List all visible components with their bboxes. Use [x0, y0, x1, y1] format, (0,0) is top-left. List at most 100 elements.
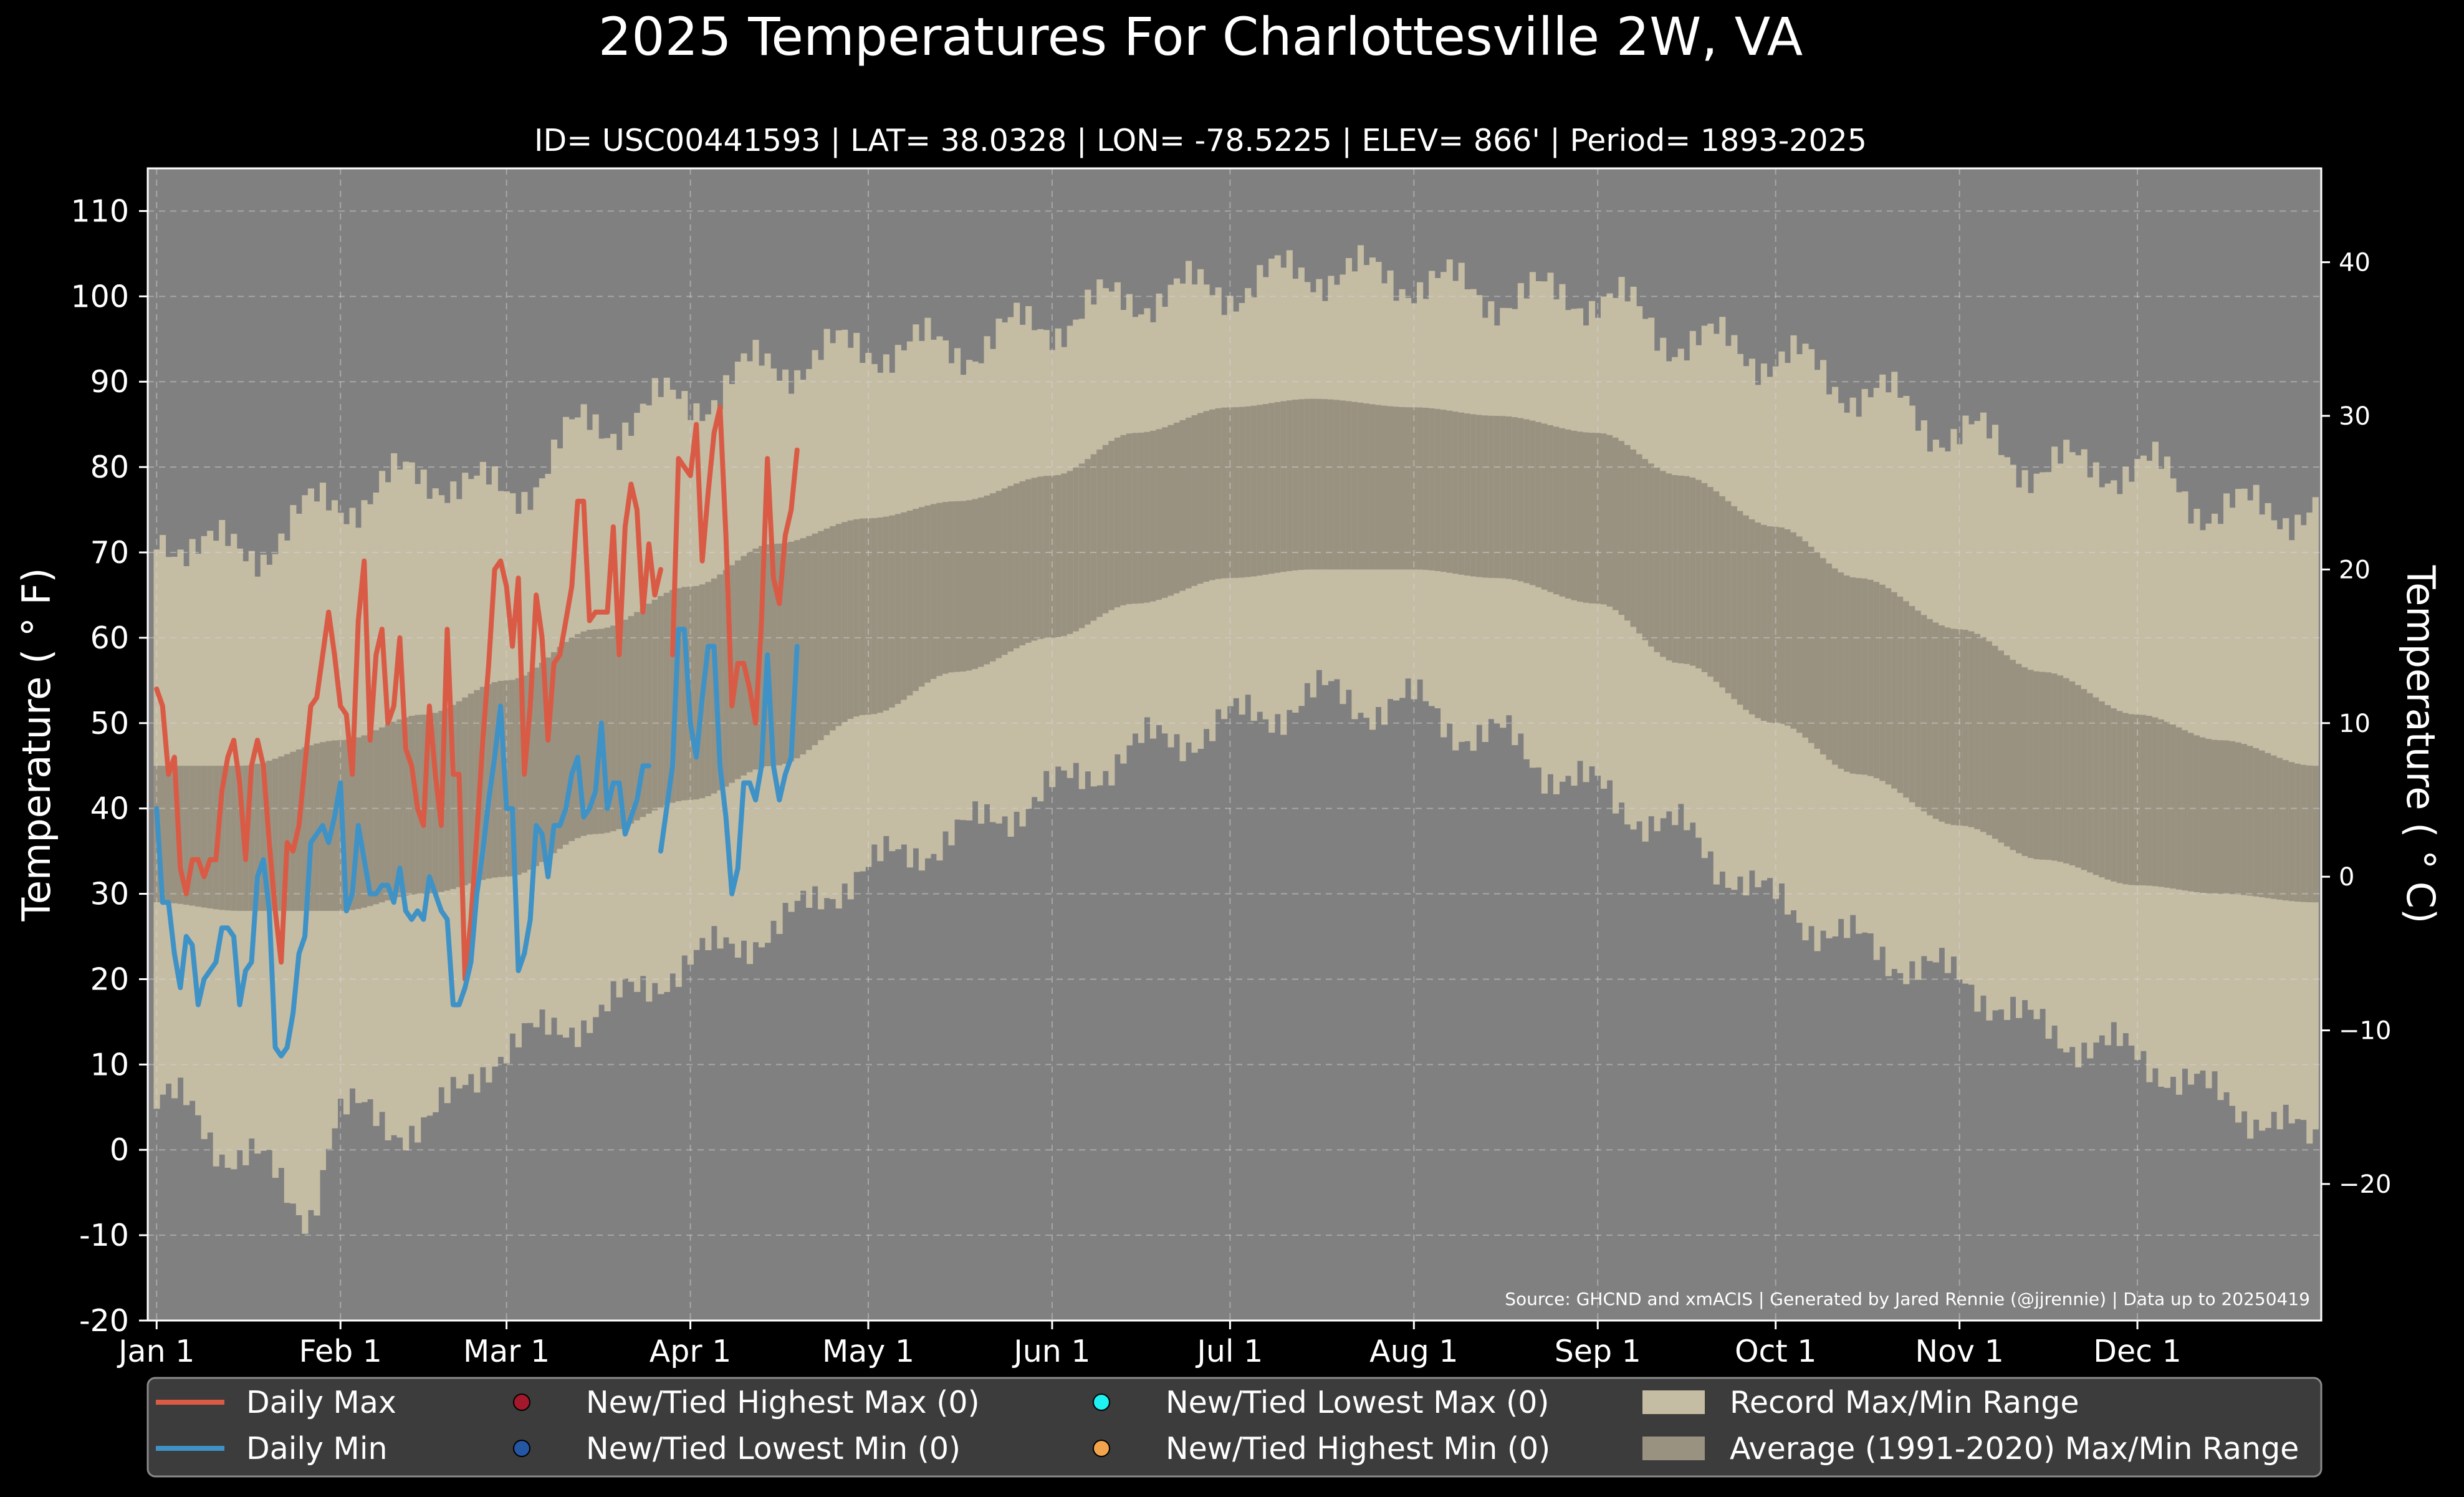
- normal-range-bar: [403, 717, 410, 896]
- normal-range-bar: [871, 517, 878, 715]
- normal-range-bar: [1257, 405, 1263, 576]
- normal-range-bar: [1405, 407, 1412, 570]
- normal-range-bar: [2016, 663, 2023, 854]
- normal-range-bar: [1838, 572, 1844, 769]
- normal-range-bar: [906, 510, 913, 696]
- normal-range-bar: [1007, 486, 1014, 652]
- normal-range-bar: [1654, 467, 1661, 652]
- normal-range-bar: [1772, 526, 1780, 723]
- legend-items: Daily Max Daily Min New/Tied Highest Max (…: [156, 1385, 2299, 1466]
- normal-range-bar: [1624, 445, 1631, 621]
- legend-swatch-dot: [513, 1394, 530, 1411]
- normal-range-bar: [2271, 755, 2278, 899]
- normal-range-bar: [1760, 524, 1768, 721]
- normal-range-bar: [1986, 641, 1993, 835]
- normal-range-bar: [1660, 471, 1667, 657]
- x-axis: Jan 1 Feb 1 Mar 1 Apr 1 May 1 Jun 1 Jul 1 Aug 1…: [117, 1321, 2182, 1369]
- normal-range-bar: [1179, 420, 1186, 591]
- normal-range-bar: [693, 585, 700, 800]
- normal-range-bar: [539, 662, 546, 862]
- normal-range-bar: [379, 727, 386, 903]
- y-tick-label: 40: [90, 791, 129, 827]
- normal-range-bar: [1613, 437, 1619, 610]
- normal-range-bar: [1369, 404, 1376, 570]
- normal-range-bar: [1055, 474, 1062, 638]
- normal-range-bar: [818, 531, 825, 741]
- y-axis-left: -20 -10 0 10 20 30 40 50 60 70 80 90 100 110: [70, 193, 148, 1339]
- normal-range-bar: [2134, 715, 2141, 885]
- normal-range-bar: [1891, 592, 1898, 789]
- normal-range-bar: [788, 541, 795, 762]
- normal-range-bar: [1321, 399, 1328, 570]
- normal-range-bar: [272, 758, 279, 911]
- normal-range-bar: [1998, 650, 2005, 843]
- normal-range-bar: [1399, 407, 1406, 570]
- normal-range-bar: [195, 766, 202, 907]
- normal-range-bar: [2003, 655, 2011, 847]
- normal-range-bar: [1576, 431, 1584, 602]
- daily-series: [154, 405, 800, 1059]
- normal-range-bar: [1920, 615, 1927, 812]
- normal-range-bar: [527, 671, 534, 870]
- normal-range-bar: [248, 764, 255, 911]
- normal-range-bar: [2081, 689, 2088, 870]
- normal-range-bar: [889, 515, 896, 708]
- normal-range-bar: [1684, 476, 1690, 664]
- normal-range-bar: [408, 716, 415, 895]
- normal-range-bar: [2223, 740, 2230, 894]
- normal-range-bar: [290, 751, 297, 911]
- chart-subtitle: ID= USC00441593 | LAT= 38.0328 | LON= -7…: [534, 123, 1867, 158]
- normal-range-bar: [2158, 719, 2165, 887]
- normal-range-bar: [1031, 478, 1038, 641]
- normal-range-bar: [1897, 596, 1904, 793]
- x-tick-label: Jun 1: [1012, 1334, 1090, 1369]
- normal-range-bar: [918, 507, 925, 687]
- normal-range-bar: [806, 536, 813, 750]
- normal-range-bar: [1962, 630, 1969, 826]
- normal-range-bar: [587, 630, 593, 835]
- normal-range-bar: [1980, 637, 1987, 832]
- normal-range-bar: [1488, 415, 1495, 578]
- normal-range-bar: [782, 542, 789, 764]
- y2-tick-label: 0: [2339, 863, 2354, 892]
- normal-range-bar: [1149, 430, 1157, 602]
- normal-range-bar: [859, 518, 866, 715]
- normal-range-bar: [2021, 667, 2028, 856]
- normal-range-bar: [1927, 619, 1934, 816]
- normal-range-bar: [2104, 705, 2111, 880]
- normal-range-bar: [1108, 441, 1115, 610]
- normal-range-bar: [592, 629, 599, 834]
- normal-range-bar: [2087, 693, 2094, 873]
- normal-range-bar: [2300, 764, 2307, 902]
- normal-range-bar: [705, 582, 712, 797]
- normal-range-bar: [1037, 476, 1044, 639]
- y2-tick-label: 20: [2339, 556, 2371, 584]
- normal-range-bar: [1452, 412, 1459, 574]
- normal-range-bar: [550, 652, 558, 854]
- normal-range-bar: [1173, 422, 1181, 594]
- normal-range-bar: [1328, 399, 1335, 570]
- y-tick-label: 110: [70, 193, 129, 229]
- normal-range-bar: [1476, 415, 1483, 577]
- normal-range-bar: [1464, 413, 1471, 576]
- normal-range-bar: [901, 512, 908, 700]
- normal-range-bar: [284, 754, 290, 911]
- normal-range-bar: [426, 714, 433, 894]
- normal-range-bar: [1553, 426, 1560, 595]
- normal-range-bar: [1357, 402, 1364, 570]
- normal-range-bar: [1316, 398, 1323, 570]
- normal-range-bar: [770, 544, 777, 766]
- normal-range-bar: [640, 607, 646, 817]
- normal-range-bar: [2111, 708, 2117, 882]
- legend-swatch-dot: [513, 1440, 530, 1457]
- normal-range-bar: [1161, 427, 1169, 599]
- normal-range-bar: [545, 657, 552, 858]
- normal-range-bar: [302, 747, 309, 911]
- normal-range-bar: [1067, 471, 1073, 634]
- normal-range-bar: [278, 756, 285, 911]
- normal-range-bar: [2193, 735, 2200, 892]
- normal-range-bar: [2199, 737, 2207, 893]
- normal-range-bar: [1025, 479, 1032, 643]
- normal-range-bar: [1713, 491, 1720, 682]
